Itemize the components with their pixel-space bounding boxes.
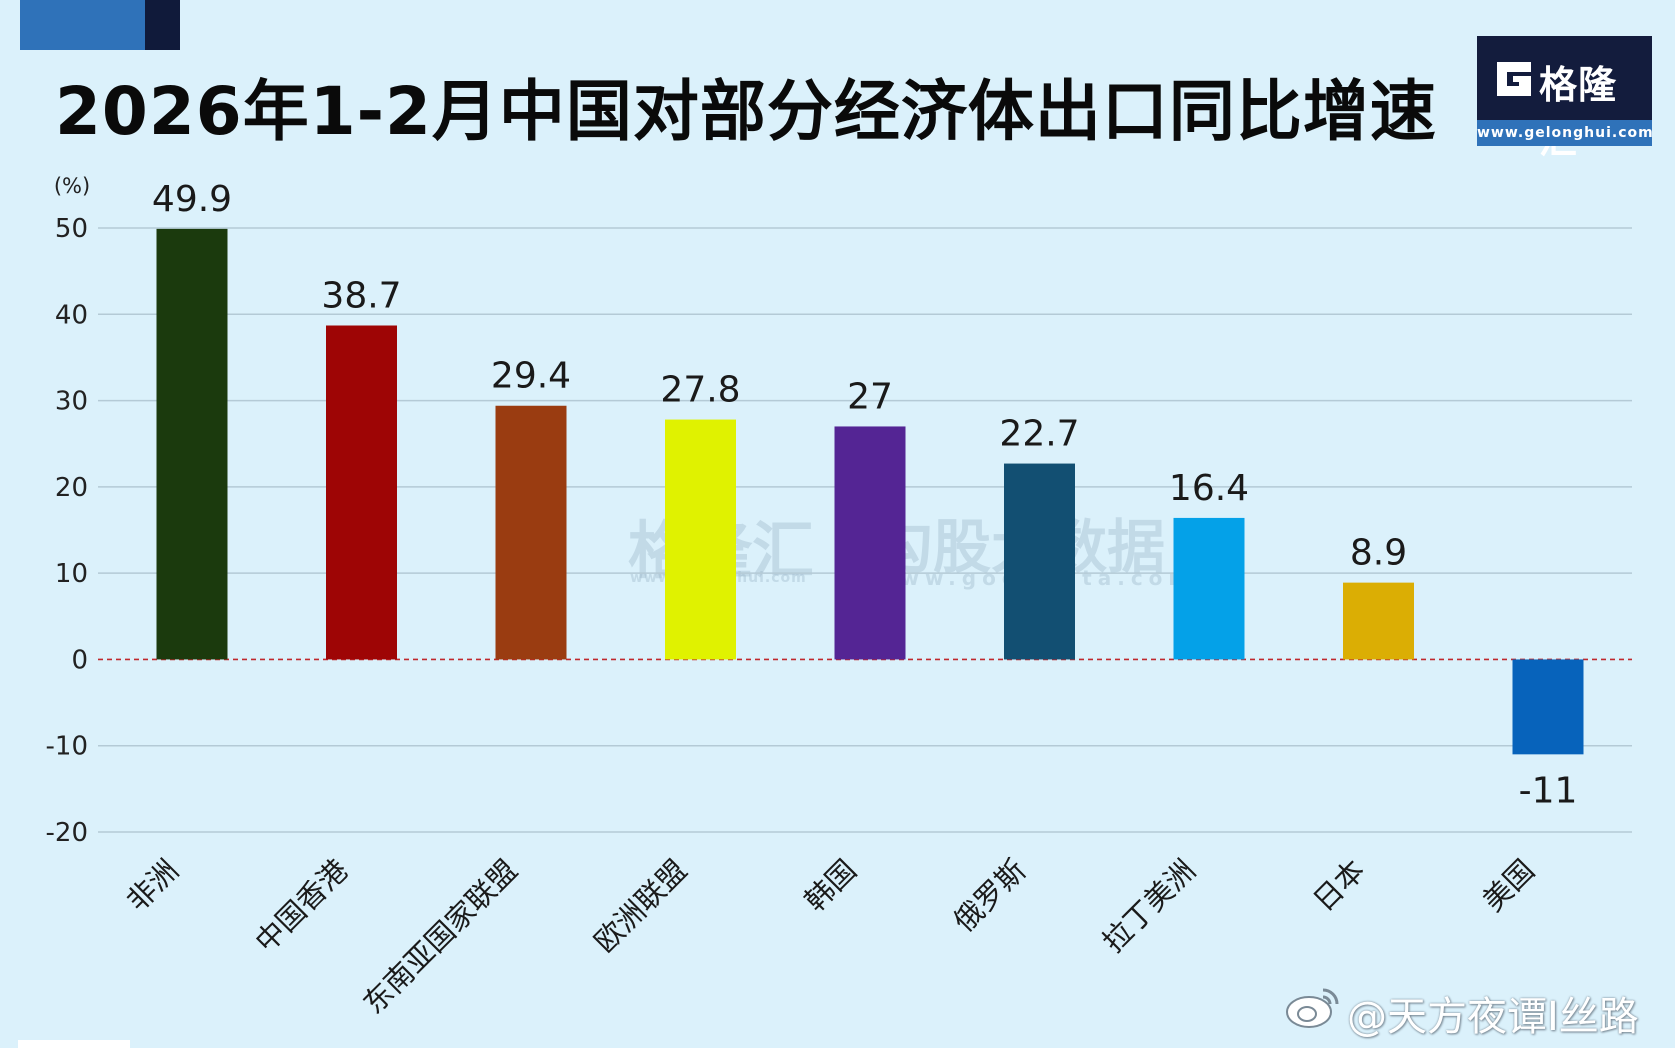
- x-tick-label: 东南亚国家联盟: [356, 853, 524, 1021]
- y-tick-label: -10: [46, 732, 88, 762]
- y-tick-label: 20: [55, 473, 88, 503]
- data-label: 22.7: [999, 414, 1079, 455]
- bar: [326, 325, 397, 660]
- x-tick-label: 非洲: [120, 853, 185, 918]
- y-tick-label: 50: [55, 214, 88, 244]
- bar: [665, 419, 736, 660]
- x-tick-label: 拉丁美洲: [1096, 853, 1202, 959]
- brand-logo: 格隆汇 www.gelonghui.com: [1477, 36, 1653, 162]
- y-tick-label: 30: [55, 387, 88, 417]
- x-tick-label: 欧洲联盟: [587, 853, 693, 959]
- data-label: 38.7: [321, 276, 401, 317]
- bar: [1004, 463, 1075, 660]
- y-tick-label: 10: [55, 559, 88, 589]
- gelonghui-logo-icon: [1497, 62, 1531, 96]
- bar: [1343, 582, 1414, 660]
- data-label: 27: [847, 376, 893, 417]
- x-tick-label: 美国: [1476, 853, 1541, 918]
- data-label: 27.8: [660, 370, 740, 411]
- credit-handle: @天方夜谭I丝路: [1347, 994, 1639, 1040]
- bar: [1512, 659, 1584, 755]
- data-label: 29.4: [491, 356, 571, 397]
- x-tick-label: 俄罗斯: [947, 853, 1033, 939]
- logo-url: www.gelonghui.com: [1477, 120, 1653, 146]
- data-label: -11: [1519, 770, 1578, 811]
- bar: [1173, 517, 1245, 660]
- y-tick-label: -20: [46, 818, 88, 848]
- y-tick-label: 0: [71, 645, 88, 675]
- y-axis-unit-label: (%): [54, 174, 90, 198]
- bar: [156, 228, 228, 660]
- weibo-icon: [1286, 988, 1339, 1028]
- x-tick-label: 韩国: [798, 853, 863, 918]
- x-tick-label: 中国香港: [248, 853, 354, 959]
- data-label: 8.9: [1350, 533, 1407, 574]
- bottom-strip: [18, 1040, 130, 1048]
- bar: [495, 405, 567, 660]
- corner-accent-bar: [20, 0, 180, 50]
- x-tick-label: 日本: [1306, 853, 1371, 918]
- y-tick-label: 40: [55, 300, 88, 330]
- chart-title: 2026年1-2月中国对部分经济体出口同比增速: [55, 73, 1437, 150]
- data-label: 49.9: [152, 179, 232, 220]
- bar: [834, 426, 906, 660]
- data-label: 16.4: [1169, 468, 1249, 509]
